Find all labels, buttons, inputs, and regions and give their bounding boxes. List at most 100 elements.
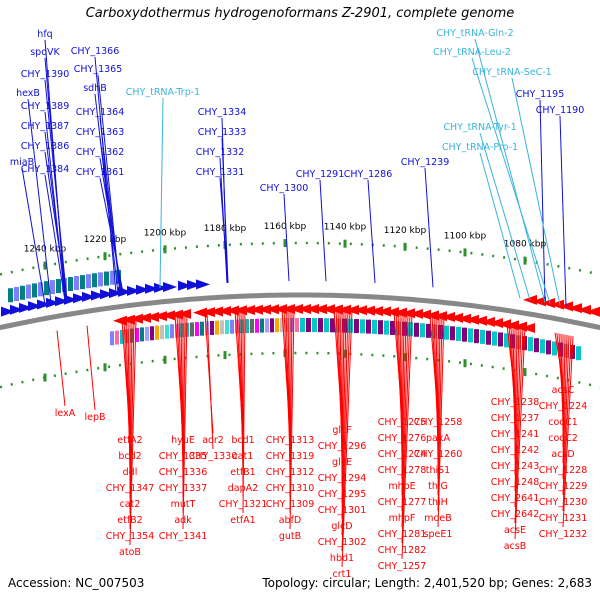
reverse-function-block	[180, 323, 184, 338]
reverse-function-block	[546, 340, 551, 355]
reverse-gene-arrow	[417, 309, 431, 320]
reverse-function-block	[200, 321, 204, 336]
reverse-function-block	[510, 334, 515, 349]
forward-gene-label: CHY_1387	[21, 121, 70, 132]
reverse-function-block	[295, 318, 299, 333]
reverse-gene-label: CHY_1313	[266, 435, 315, 446]
reverse-gene-label: adk	[174, 515, 192, 526]
forward-gene-label: CHY_1331	[196, 167, 245, 178]
reverse-function-block	[474, 329, 479, 344]
rna-gene-label: CHY_tRNA-SeC-1	[472, 67, 551, 78]
reverse-function-block	[160, 325, 164, 340]
reverse-function-block	[480, 329, 485, 344]
reverse-function-block	[456, 326, 461, 341]
reverse-gene-label-callout	[401, 313, 411, 544]
reverse-gene-arrow	[153, 311, 167, 322]
forward-gene-label: CHY_1300	[260, 183, 309, 194]
forward-gene-label: CHY_1334	[198, 107, 247, 118]
forward-gene-arrow	[1, 306, 15, 317]
reverse-function-block	[342, 318, 347, 333]
forward-gene-label: CHY_1195	[516, 89, 565, 100]
reverse-gene-arrow	[532, 296, 546, 307]
reverse-gene-label: CHY_1238	[491, 397, 540, 408]
forward-gene-label: spoVK	[30, 47, 60, 58]
forward-gene-label: hfq	[37, 29, 52, 40]
scale-tick-label: 1100 kbp	[444, 231, 487, 241]
reverse-function-block	[330, 318, 335, 333]
rna-gene-label-callout	[471, 57, 551, 304]
rna-gene-label: CHY_tRNA-Trp-1	[126, 87, 200, 98]
rna-gene-label-callout	[479, 152, 521, 299]
reverse-function-block	[125, 329, 129, 344]
forward-gene-label: sdhB	[83, 83, 107, 94]
reverse-function-block	[225, 320, 229, 335]
reverse-gene-arrow	[297, 304, 311, 315]
reverse-gene-label: aor2	[202, 435, 224, 446]
reverse-function-block	[372, 319, 377, 334]
rna-gene-label: CHY_tRNA-Tyr-1	[443, 122, 516, 133]
reverse-gene-label: cat1	[233, 451, 254, 462]
reverse-gene-arrow	[577, 304, 591, 315]
forward-gene-label-callout	[424, 167, 434, 288]
reverse-gene-arrow	[313, 304, 327, 315]
reverse-function-block	[426, 323, 431, 338]
reverse-gene-label: CHY_1242	[491, 445, 540, 456]
reverse-function-block	[230, 319, 234, 334]
reverse-function-block	[205, 321, 209, 336]
reverse-gene-label: CHY_1281	[378, 529, 427, 540]
reverse-gene-label-callout	[562, 335, 572, 512]
reverse-gene-label: CHY_1354	[106, 531, 155, 542]
forward-gene-label: miaB	[10, 157, 34, 168]
scale-tick-label: 1220 kbp	[84, 235, 127, 245]
forward-gene-arrow	[187, 279, 201, 290]
reverse-gene-label: glcD	[331, 521, 352, 532]
reverse-gene-label: CHY_1228	[539, 465, 588, 476]
reverse-gene-arrow	[369, 306, 383, 317]
reverse-gene-label-callout	[401, 313, 409, 528]
forward-gene-label: CHY_1363	[76, 127, 125, 138]
reverse-function-block	[468, 328, 473, 343]
reverse-gene-label-callout	[341, 309, 353, 568]
reverse-function-block	[250, 318, 254, 333]
reverse-gene-label: CHY_1275	[378, 417, 427, 428]
reverse-function-block	[260, 318, 264, 333]
reverse-gene-arrow	[265, 304, 279, 315]
reverse-function-block	[354, 319, 359, 334]
forward-gene-label: CHY_1239	[401, 157, 450, 168]
forward-gene-label: CHY_1361	[76, 167, 125, 178]
reverse-gene-arrow	[513, 321, 527, 332]
forward-gene-arrow	[127, 285, 141, 296]
reverse-gene-label: thiG	[428, 481, 448, 492]
reverse-gene-label: etfA1	[230, 515, 255, 526]
reverse-function-block	[110, 331, 114, 346]
forward-gene-arrow	[46, 297, 60, 308]
reverse-gene-label: lepB	[84, 412, 105, 423]
reverse-gene-label-callout	[514, 327, 526, 540]
reverse-gene-label: mhpF	[389, 513, 416, 524]
reverse-gene-arrow	[441, 311, 455, 322]
forward-gene-label: CHY_1386	[21, 141, 70, 152]
reverse-gene-label: cat2	[120, 499, 141, 510]
forward-gene-label-callout	[44, 79, 68, 301]
reverse-gene-label-callout	[514, 326, 522, 508]
reverse-gene-label: CHY_1296	[318, 441, 367, 452]
scale-tick-label: 1080 kbp	[504, 240, 547, 250]
reverse-gene-label: glcF	[332, 425, 351, 436]
reverse-function-block	[210, 320, 214, 335]
forward-function-block	[110, 270, 115, 285]
forward-gene-arrow	[64, 294, 78, 305]
reverse-function-block	[366, 319, 371, 334]
forward-gene-arrow	[136, 284, 150, 295]
forward-gene-label-callout	[21, 167, 46, 305]
rna-gene-label: CHY_tRNA-Leu-2	[433, 47, 511, 58]
reverse-gene-arrow	[321, 304, 335, 315]
reverse-gene-label: etfB1	[230, 467, 255, 478]
reverse-gene-label-callout	[401, 313, 413, 560]
forward-gene-label: CHY_1389	[21, 101, 70, 112]
reverse-function-block	[235, 319, 239, 334]
rna-gene-label-callout	[159, 97, 164, 288]
reverse-gene-label: CHY_1330	[189, 451, 238, 462]
reverse-function-block	[462, 327, 467, 342]
forward-gene-arrow	[196, 279, 210, 290]
